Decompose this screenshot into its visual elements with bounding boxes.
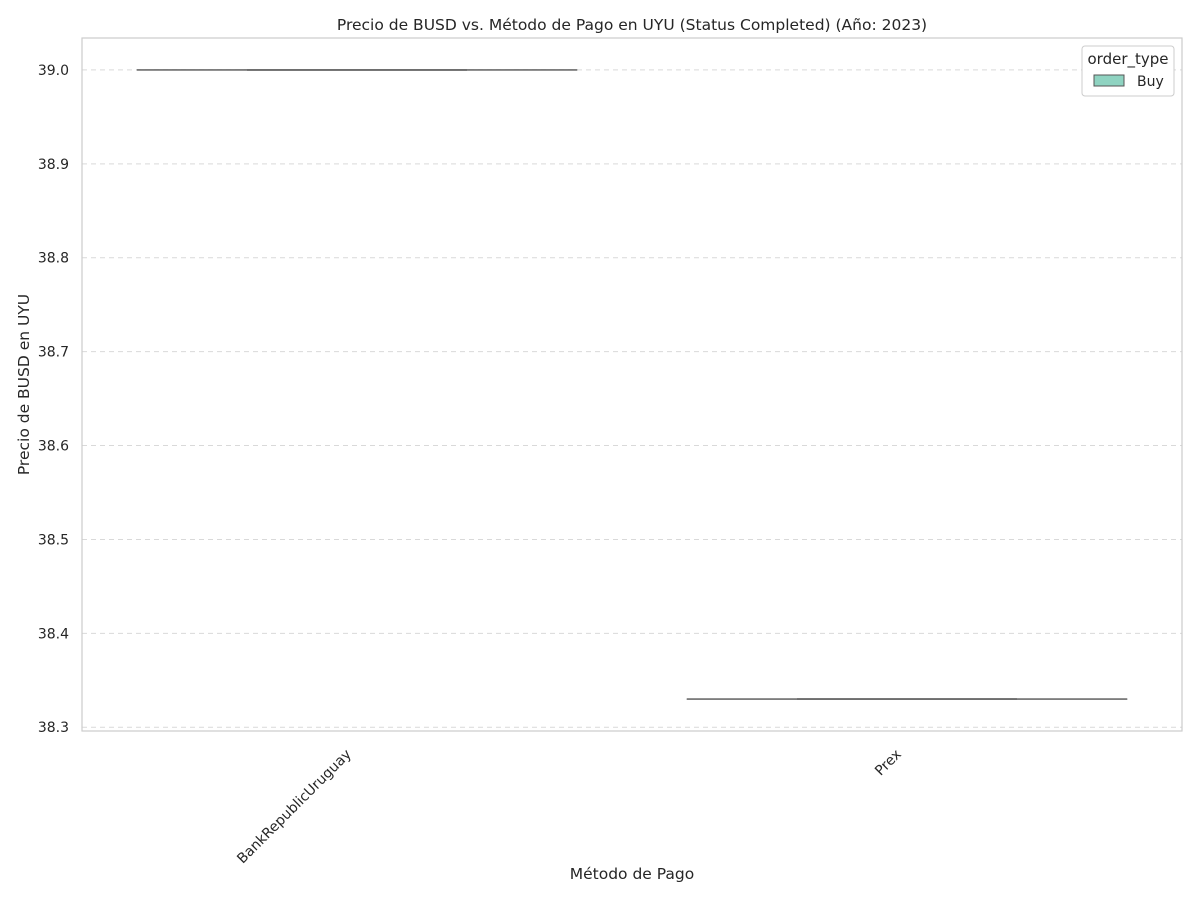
y-axis-ticks: 38.3 38.4 38.5 38.6 38.7 38.8 38.9 39.0 [38, 63, 69, 736]
y-tick-label: 38.4 [38, 626, 69, 642]
y-tick-label: 38.9 [38, 157, 69, 173]
y-tick-label: 38.3 [38, 720, 69, 736]
y-tick-label: 39.0 [38, 63, 69, 79]
grid-lines [82, 69, 1182, 728]
x-tick-label: BankRepublicUruguay [234, 747, 355, 868]
y-tick-label: 38.6 [38, 439, 69, 455]
y-tick-label: 38.5 [38, 532, 69, 548]
chart-title: Precio de BUSD vs. Método de Pago en UYU… [337, 16, 927, 34]
legend: order_type Buy [1081, 45, 1175, 97]
y-axis-label: Precio de BUSD en UYU [15, 294, 33, 475]
legend-swatch-buy [1093, 74, 1125, 87]
x-axis-ticks: BankRepublicUruguay Prex [234, 747, 905, 868]
plot-frame [81, 37, 1183, 732]
box-plot-marks [136, 69, 1128, 700]
x-axis-label: Método de Pago [570, 865, 695, 883]
y-tick-label: 38.8 [38, 251, 69, 267]
y-tick-label: 38.7 [38, 345, 69, 361]
legend-title: order_type [1087, 50, 1168, 69]
x-tick-label: Prex [872, 747, 905, 780]
legend-entry-buy: Buy [1137, 74, 1164, 90]
